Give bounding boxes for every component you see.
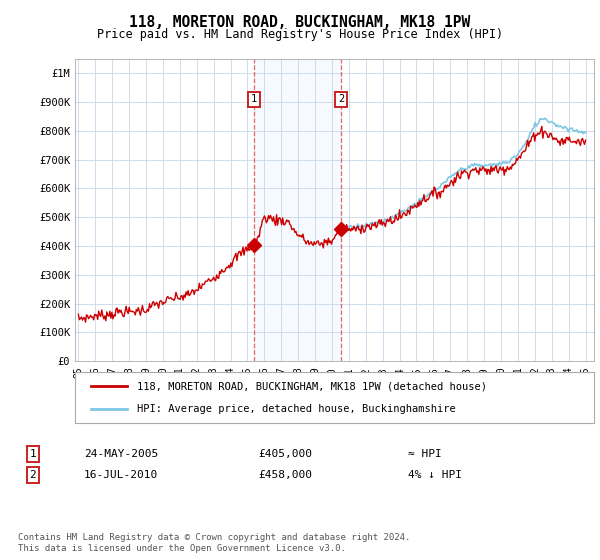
Text: 1: 1 xyxy=(251,94,257,104)
Text: £458,000: £458,000 xyxy=(258,470,312,480)
Text: 2: 2 xyxy=(338,94,344,104)
Text: 24-MAY-2005: 24-MAY-2005 xyxy=(84,449,158,459)
Text: Contains HM Land Registry data © Crown copyright and database right 2024.
This d: Contains HM Land Registry data © Crown c… xyxy=(18,533,410,553)
Text: 1: 1 xyxy=(29,449,37,459)
Text: 118, MORETON ROAD, BUCKINGHAM, MK18 1PW: 118, MORETON ROAD, BUCKINGHAM, MK18 1PW xyxy=(130,15,470,30)
Text: 4% ↓ HPI: 4% ↓ HPI xyxy=(408,470,462,480)
Text: ≈ HPI: ≈ HPI xyxy=(408,449,442,459)
Text: £405,000: £405,000 xyxy=(258,449,312,459)
Text: 16-JUL-2010: 16-JUL-2010 xyxy=(84,470,158,480)
Text: HPI: Average price, detached house, Buckinghamshire: HPI: Average price, detached house, Buck… xyxy=(137,404,456,414)
Text: 2: 2 xyxy=(29,470,37,480)
Text: Price paid vs. HM Land Registry's House Price Index (HPI): Price paid vs. HM Land Registry's House … xyxy=(97,28,503,41)
Bar xyxy=(254,59,341,361)
Text: 118, MORETON ROAD, BUCKINGHAM, MK18 1PW (detached house): 118, MORETON ROAD, BUCKINGHAM, MK18 1PW … xyxy=(137,381,487,391)
